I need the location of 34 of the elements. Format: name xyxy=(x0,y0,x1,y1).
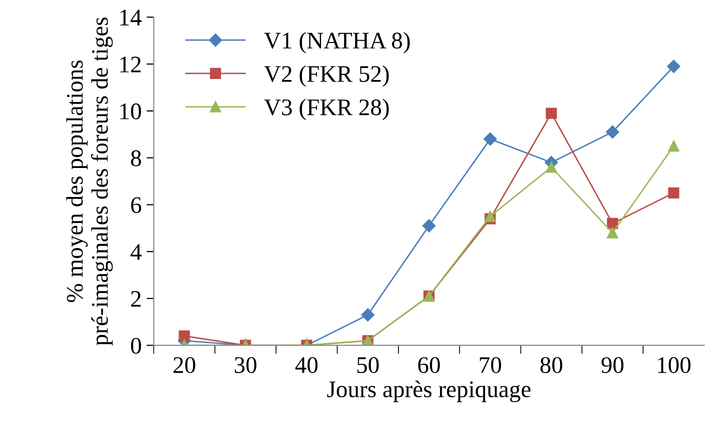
point xyxy=(546,108,557,119)
x-axis-title: Jours après repiquage xyxy=(327,380,530,402)
point xyxy=(484,132,497,146)
point xyxy=(668,187,680,199)
point xyxy=(546,162,557,173)
x-tick-label: 40 xyxy=(295,357,318,374)
point xyxy=(361,308,374,322)
legend-label: V1 (NATHA 8) xyxy=(264,32,410,54)
x-tick-label: 50 xyxy=(357,357,379,374)
point xyxy=(606,227,618,238)
y-tick-label: 6 xyxy=(131,197,142,214)
point xyxy=(484,210,496,222)
x-tick-label: 60 xyxy=(418,357,440,374)
point xyxy=(178,330,190,342)
x-tick-label: 20 xyxy=(174,357,196,374)
y-tick-label: 10 xyxy=(120,103,142,120)
x-tick-label: 80 xyxy=(540,357,562,374)
y-tick-label: 4 xyxy=(130,244,142,260)
y-tick-label: 0 xyxy=(131,338,142,354)
legend-label: V2 (FKR 52) xyxy=(264,65,389,87)
x-tick-label: 30 xyxy=(234,357,256,374)
legend-label: V3 (FKR 28) xyxy=(264,98,389,120)
y-tick-label: 2 xyxy=(131,291,141,307)
x-tick-label: 70 xyxy=(480,357,502,374)
point xyxy=(667,60,680,73)
x-tick-label: 100 xyxy=(658,357,690,374)
x-tick-label: 90 xyxy=(601,357,624,374)
y-tick-label: 12 xyxy=(120,56,141,72)
point xyxy=(606,125,620,139)
point xyxy=(422,219,436,232)
y-tick-label: 14 xyxy=(120,10,142,26)
y-tick-label: 8 xyxy=(131,150,142,166)
point xyxy=(668,140,680,152)
y-axis-title: % moyen des populations pré-imaginales des foreurs de tiges xyxy=(66,18,113,346)
